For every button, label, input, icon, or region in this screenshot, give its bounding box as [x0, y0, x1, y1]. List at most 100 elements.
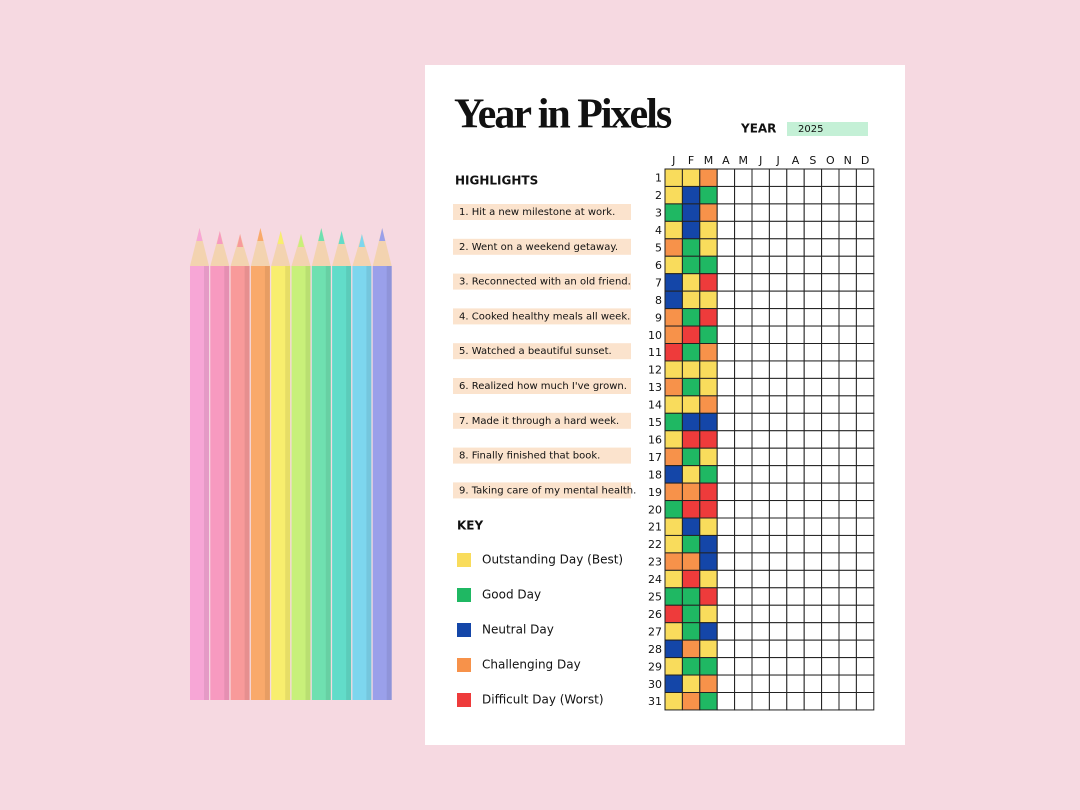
pixel-cell: [751, 692, 770, 711]
day-label: 20: [648, 503, 662, 516]
pixel-cell: [699, 517, 718, 536]
pixel-cell: [786, 447, 805, 467]
pixel-cell: [699, 534, 718, 554]
pixel-cell: [786, 604, 805, 624]
pixel-cell: [821, 447, 840, 467]
pixel-cell: [838, 692, 857, 711]
pixel-cell: [786, 377, 805, 397]
pixel-cell: [716, 203, 736, 222]
key-label: Good Day: [482, 588, 541, 602]
pixel-cell: [716, 569, 736, 589]
pixel-cell: [681, 692, 701, 711]
pixel-cell: [786, 220, 805, 240]
pixel-cell: [734, 273, 753, 292]
pixel-cell: [855, 517, 875, 536]
highlight-bar: [453, 343, 631, 360]
pixel-cell: [803, 482, 823, 502]
pixel-cell: [838, 412, 857, 432]
pixel-cell: [838, 168, 857, 187]
pencil-tip: [216, 231, 223, 244]
pixel-cell: [855, 185, 875, 205]
pixel-cell: [786, 569, 805, 589]
highlight-bar: [453, 273, 631, 290]
pixel-cell: [734, 552, 753, 571]
pixel-cell: [786, 587, 805, 606]
pixel-cell: [716, 639, 736, 659]
month-label: D: [861, 154, 869, 167]
pixel-cell: [821, 692, 840, 711]
pixel-cell: [786, 482, 805, 502]
month-label: M: [739, 154, 749, 167]
pixel-cell: [803, 674, 823, 693]
pencil-body: [372, 266, 392, 700]
highlight-text: 3. Reconnected with an old friend.: [459, 277, 631, 288]
pixel-cell: [664, 447, 683, 467]
pixel-cell: [838, 517, 857, 536]
pixel-cell: [699, 203, 718, 222]
pencil-shade: [346, 266, 352, 700]
pencil-tip: [257, 228, 264, 241]
pixel-cell: [751, 220, 770, 240]
day-label: 2: [655, 189, 662, 202]
pixel-cell: [768, 569, 788, 589]
highlight-bar: [453, 482, 631, 499]
pixel-cell: [855, 482, 875, 502]
pixel-cell: [716, 447, 736, 467]
pixel-cell: [855, 692, 875, 711]
pixel-cell: [681, 308, 701, 327]
highlight-bar: [453, 204, 631, 220]
pixel-cell: [803, 587, 823, 606]
pixel-cell: [734, 447, 753, 467]
pencil-shade: [224, 266, 230, 700]
pixel-cell: [734, 622, 753, 641]
pixel-cell: [838, 220, 857, 240]
pixel-cell: [786, 692, 805, 711]
pixel-cell: [664, 255, 683, 275]
pixel-cell: [855, 168, 875, 187]
pixel-cell: [821, 430, 840, 449]
highlight-text: 4. Cooked healthy meals all week.: [459, 311, 630, 322]
pixel-cell: [751, 447, 770, 467]
pixel-cell: [768, 552, 788, 571]
pixel-cell: [734, 290, 753, 310]
pencil-tip: [237, 234, 244, 247]
key-swatch: [457, 658, 471, 672]
pixel-cell: [716, 430, 736, 449]
pixel-cell: [681, 465, 701, 484]
pencil-shade: [204, 266, 209, 700]
pixel-cell: [803, 395, 823, 414]
pencil-wood: [372, 228, 392, 266]
pixel-cell: [838, 308, 857, 327]
pixel-cell: [751, 343, 770, 362]
key-label: Difficult Day (Worst): [482, 693, 604, 707]
pixel-cell: [681, 238, 701, 257]
pixel-cell: [803, 325, 823, 344]
month-label: N: [844, 154, 852, 167]
pixel-cell: [821, 377, 840, 397]
pixel-cell: [664, 412, 683, 432]
pixel-cell: [751, 308, 770, 327]
pixel-cell: [751, 622, 770, 641]
pixel-cell: [664, 534, 683, 554]
month-label: M: [704, 154, 714, 167]
pixel-cell: [716, 657, 736, 676]
pencil-body: [250, 266, 270, 700]
pixel-cell: [699, 569, 718, 589]
pixel-cell: [664, 308, 683, 327]
pixel-cell: [855, 238, 875, 257]
pixel-cell: [681, 273, 701, 292]
pixel-cell: [786, 343, 805, 362]
pixel-cell: [734, 692, 753, 711]
pixel-cell: [821, 604, 840, 624]
pixel-cell: [768, 657, 788, 676]
pixel-cell: [681, 674, 701, 693]
day-label: 28: [648, 643, 662, 656]
month-label: A: [722, 154, 730, 167]
pixel-cell: [751, 273, 770, 292]
pixel-cell: [803, 517, 823, 536]
pixel-cell: [821, 622, 840, 641]
pixel-cell: [838, 290, 857, 310]
pixel-cell: [855, 360, 875, 379]
pixel-cell: [855, 255, 875, 275]
